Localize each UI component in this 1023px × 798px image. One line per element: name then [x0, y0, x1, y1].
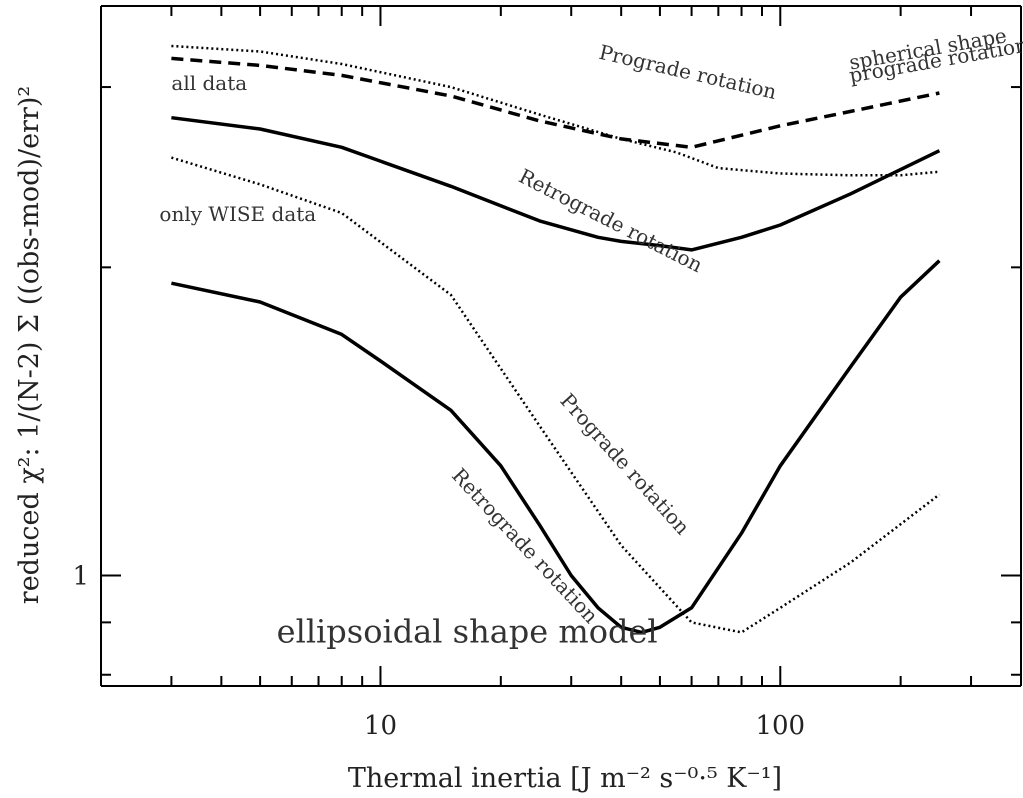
y-tick-label: 1 [72, 562, 89, 592]
series-line-1 [171, 44, 940, 177]
series-line-2 [171, 56, 940, 150]
series-line-4 [171, 156, 941, 634]
x-tick-label: 10 [364, 711, 397, 741]
series-line-3 [171, 115, 941, 252]
series-line-5 [171, 259, 941, 635]
annotation-label: Prograde rotation [597, 40, 779, 104]
plot-annotations: Prograde rotation spherical shapeprograde… [159, 23, 1023, 650]
x-axis-title: Thermal inertia [J m⁻² s⁻⁰·⁵ K⁻¹] [348, 763, 782, 794]
x-tick-label: 100 [755, 711, 805, 741]
plot-series [171, 44, 941, 635]
annotation-label: Retrograde rotation [447, 463, 603, 628]
annotation-label: only WISE data [159, 202, 316, 226]
annotation-label: all data [171, 71, 247, 95]
annotation-label: Prograde rotation [556, 389, 695, 540]
annotation-label: ellipsoidal shape model [277, 613, 658, 651]
y-axis-title: reduced χ²: 1/(N-2) Σ ((obs-mod)/err)² [14, 86, 45, 604]
plot-axes: 10 100 1 [72, 5, 1022, 741]
